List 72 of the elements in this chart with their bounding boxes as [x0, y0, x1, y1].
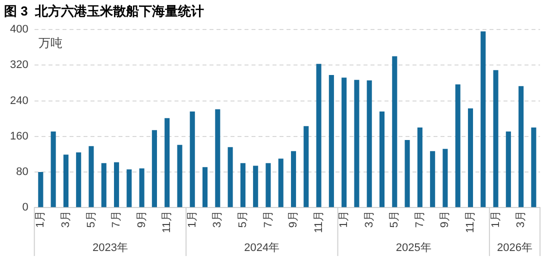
bar [342, 78, 347, 208]
bar [290, 151, 296, 208]
bar [379, 111, 385, 208]
bar [278, 158, 284, 208]
x-tick-label: 7月 [110, 210, 123, 228]
bar [88, 146, 94, 208]
x-tick-label: 1月 [34, 210, 47, 228]
bar [392, 56, 398, 208]
bar [190, 111, 195, 208]
x-tick-label: 3月 [212, 210, 224, 228]
x-tick-label: 1月 [490, 210, 502, 228]
chart-title: 图 3 北方六港玉米散船下海量统计 [4, 3, 204, 18]
x-tick-label: 3月 [515, 210, 528, 228]
bar [455, 84, 460, 208]
bar [266, 163, 271, 208]
x-tick-label: 5月 [388, 210, 401, 228]
y-tick-label: 0 [22, 202, 28, 214]
bar [366, 80, 372, 208]
x-tick-label: 7月 [414, 210, 426, 228]
bar [50, 131, 56, 208]
bar [63, 154, 68, 208]
x-tick-label: 11月 [312, 210, 325, 234]
bar [76, 152, 82, 208]
bar [139, 168, 144, 208]
bar [304, 126, 309, 208]
bar [126, 169, 132, 208]
bar [114, 162, 120, 208]
y-tick-label: 400 [10, 24, 28, 36]
bar [253, 166, 258, 208]
y-tick-label: 320 [10, 59, 28, 72]
x-tick-label: 9月 [288, 210, 300, 228]
x-tick-label: 5月 [85, 210, 98, 228]
text: 2024年 [244, 242, 280, 254]
x-tick-label: 5月 [236, 210, 249, 228]
bar [506, 131, 511, 208]
bar [152, 130, 157, 208]
bar [202, 167, 208, 208]
x-tick-label: 3月 [60, 210, 72, 228]
x-tick-label: 11月 [464, 210, 477, 234]
bar [468, 108, 474, 208]
text: 2025年 [396, 242, 432, 254]
bar [404, 140, 410, 208]
bar [493, 70, 498, 208]
y-axis-title: 万吨 [38, 36, 62, 50]
bar [328, 74, 334, 208]
x-tick-label: 11月 [161, 210, 174, 234]
bar [417, 127, 422, 208]
x-tick-label: 9月 [136, 210, 148, 228]
x-tick-label: 3月 [363, 210, 376, 228]
bar [354, 80, 360, 208]
bar [228, 147, 233, 208]
bar [164, 118, 170, 208]
y-tick-label: 160 [10, 130, 28, 142]
bar [101, 163, 106, 208]
bar [316, 64, 322, 208]
bar [442, 148, 448, 208]
text: 2026年 [496, 242, 532, 254]
y-tick-label: 80 [16, 166, 28, 178]
text: 2023年 [92, 242, 128, 254]
bar [215, 109, 220, 208]
x-tick-label: 1月 [186, 210, 198, 228]
x-tick-label: 9月 [439, 210, 452, 228]
bar [430, 151, 436, 208]
bar [177, 144, 182, 208]
bar [38, 172, 44, 208]
bar [480, 31, 486, 208]
bar [240, 163, 246, 208]
x-tick-label: 7月 [262, 210, 274, 228]
x-tick-label: 1月 [338, 210, 350, 228]
y-tick-label: 240 [10, 94, 28, 107]
bar [518, 86, 524, 208]
bar [531, 127, 536, 208]
